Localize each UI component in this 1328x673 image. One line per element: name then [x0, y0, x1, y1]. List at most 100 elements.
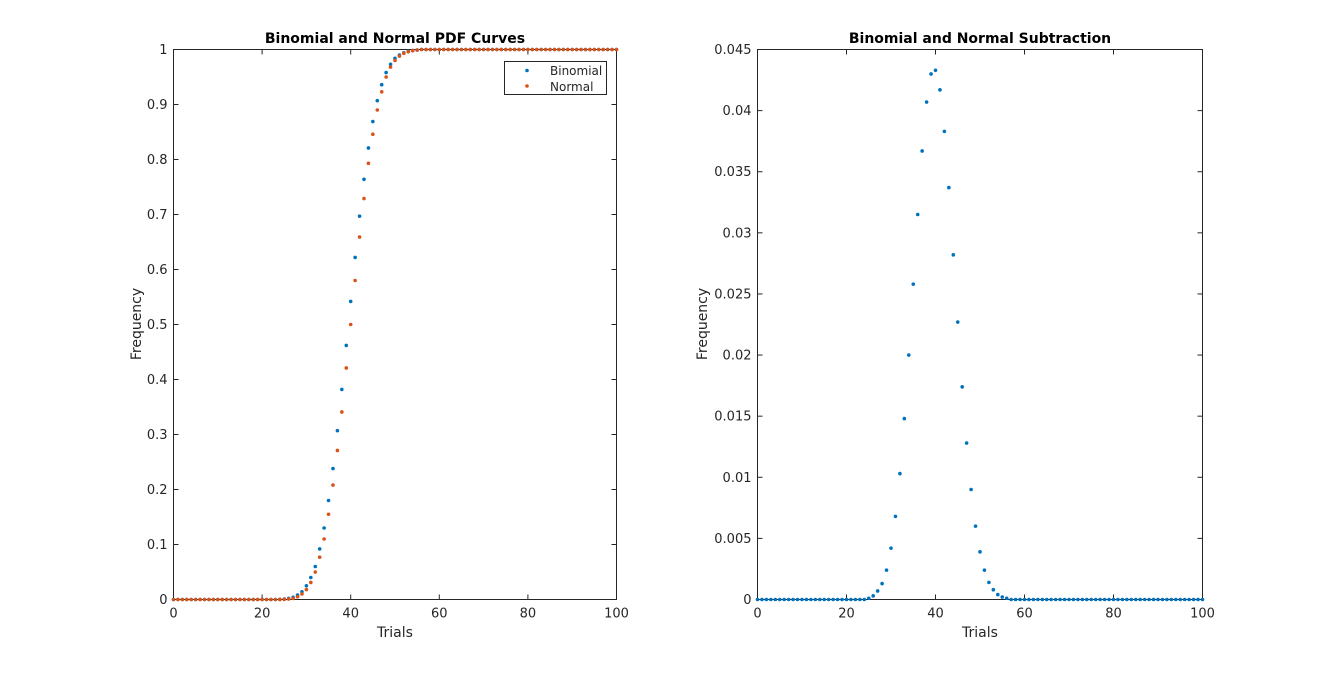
pdf-curves-point-normal [238, 597, 242, 602]
pdf-curves-point-normal [242, 597, 247, 602]
pdf-curves-point-normal [610, 47, 614, 52]
pdf-curves-ylabel: Frequency [129, 288, 145, 360]
subtraction-point-series [1102, 597, 1107, 602]
pdf-curves-ticks: 0 20 40 60 80 100 0 0.1 0.2 0.3 0.4 0.5 0.6 0.7 0.8 0.9… [147, 43, 629, 622]
subtraction-point-series [1040, 597, 1045, 602]
subtraction-point-series [844, 597, 849, 602]
subtraction-ytick-label: 0.02 [723, 349, 752, 364]
subtraction-point-series [862, 597, 867, 602]
subtraction-point-series [1067, 597, 1071, 602]
pdf-curves-xtick-label: 80 [520, 607, 537, 622]
subtraction-point-series [1187, 597, 1191, 602]
pdf-curves-point-normal [472, 47, 477, 52]
subtraction-point-series [1000, 595, 1005, 599]
subtraction-ytick-label: 0.01 [723, 471, 752, 486]
pdf-curves-xtick-label: 0 [169, 607, 177, 622]
pdf-curves-point-normal [264, 597, 269, 602]
subtraction-point-series [809, 597, 813, 602]
pdf-curves-point-binomial [371, 119, 375, 124]
pdf-curves-point-normal [441, 47, 446, 52]
pdf-curves-point-normal [543, 47, 548, 52]
pdf-curves-marks [171, 47, 619, 602]
subtraction-point-series [1111, 597, 1116, 602]
subtraction-point-series [1151, 597, 1156, 602]
pdf-curves-point-normal [393, 58, 397, 63]
subtraction-point-series [1031, 597, 1036, 602]
subtraction-point-series [915, 212, 920, 217]
pdf-curves-point-normal [260, 597, 264, 602]
pdf-curves-point-normal [362, 196, 366, 201]
subtraction-point-series [942, 129, 947, 134]
pdf-curves-point-normal [552, 47, 557, 52]
pdf-curves-ytick-label: 0.4 [147, 373, 168, 388]
subtraction-point-series [849, 597, 853, 602]
legend-box [504, 61, 607, 95]
subtraction-point-series [1080, 597, 1085, 602]
pdf-curves-point-binomial [388, 62, 393, 67]
subtraction-point-series [1053, 597, 1058, 602]
subtraction-point-series [1076, 597, 1080, 602]
pdf-curves-point-normal [446, 47, 450, 52]
pdf-curves-point-normal [588, 47, 592, 52]
subtraction-point-series [1116, 597, 1120, 602]
pdf-curves-legend: Binomial Normal [504, 61, 607, 95]
subtraction-point-series [875, 589, 880, 593]
pdf-curves-point-normal [313, 570, 318, 574]
subtraction-point-series [795, 597, 800, 602]
pdf-curves-point-normal [366, 161, 371, 166]
pdf-curves-point-normal [583, 47, 588, 52]
pdf-curves-point-binomial [362, 177, 366, 182]
subtraction-point-series [858, 597, 862, 602]
pdf-curves-point-normal [207, 597, 211, 602]
pdf-curves-point-normal [530, 47, 535, 52]
pdf-curves-point-normal [198, 597, 202, 602]
subtraction-point-series [969, 487, 973, 492]
subtraction-xtick-label: 100 [1190, 607, 1215, 622]
pdf-curves-point-normal [402, 51, 406, 56]
pdf-curves-point-normal [304, 587, 309, 592]
pdf-curves-point-normal [614, 47, 619, 52]
pdf-curves-point-normal [255, 597, 260, 602]
pdf-curves-point-normal [184, 597, 189, 602]
subtraction-point-series [804, 597, 809, 602]
legend-label-binomial: Binomial [550, 64, 602, 78]
subtraction-point-series [955, 320, 960, 324]
pdf-curves-point-normal [309, 580, 313, 585]
pdf-curves-point-normal [247, 597, 251, 602]
subtraction-point-series [978, 550, 982, 554]
pdf-curves-ytick-label: 0.3 [147, 428, 168, 443]
subtraction-point-series [1169, 597, 1174, 602]
subtraction-point-series [982, 568, 987, 572]
subtraction-point-series [884, 568, 889, 572]
pdf-curves-point-normal [490, 47, 495, 52]
subtraction-point-series [1191, 597, 1196, 602]
pdf-curves-point-normal [348, 322, 353, 327]
subtraction-point-series [1125, 597, 1129, 602]
pdf-curves-point-normal [331, 483, 335, 487]
subtraction-point-series [769, 597, 773, 602]
subtraction-point-series [1062, 597, 1067, 602]
subtraction-point-series [1200, 597, 1205, 602]
pdf-curves-point-normal [397, 54, 402, 58]
legend-marker-binomial [525, 68, 529, 73]
subtraction-point-series [1182, 597, 1187, 602]
subtraction-point-series [1058, 597, 1062, 602]
pdf-curves-point-normal [574, 47, 579, 52]
subtraction-point-series [987, 580, 991, 585]
pdf-curves-point-normal [433, 47, 437, 52]
subtraction-point-series [853, 597, 858, 602]
subtraction-point-series [898, 471, 902, 476]
pdf-curves-point-normal [340, 410, 344, 414]
subtraction-xlabel: Trials [961, 625, 998, 641]
pdf-curves-ytick-label: 1 [159, 43, 167, 58]
subtraction-point-series [893, 514, 898, 519]
pdf-curves-point-normal [216, 597, 220, 602]
pdf-curves-xtick-label: 40 [342, 607, 359, 622]
subtraction-ytick-label: 0.025 [714, 287, 751, 302]
pdf-curves-point-normal [357, 235, 362, 239]
subtraction-point-series [973, 524, 978, 528]
pdf-curves-point-binomial [348, 299, 353, 304]
subtraction-point-series [755, 597, 760, 602]
pdf-curves-point-normal [437, 47, 442, 52]
subtraction-point-series [1004, 596, 1009, 601]
